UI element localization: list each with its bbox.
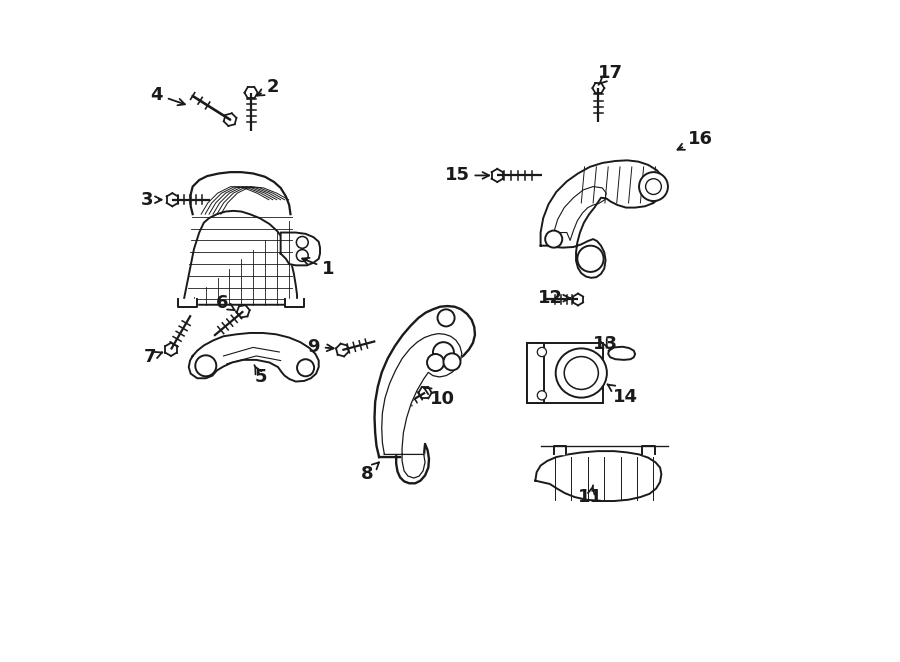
Circle shape (437, 309, 454, 326)
Polygon shape (189, 333, 319, 381)
Circle shape (537, 391, 546, 400)
Text: 12: 12 (538, 289, 570, 307)
Circle shape (545, 230, 562, 248)
Polygon shape (177, 299, 197, 307)
Text: 10: 10 (424, 388, 454, 408)
Polygon shape (284, 299, 304, 307)
Circle shape (427, 354, 444, 371)
Bar (527, 343, 544, 403)
Text: 2: 2 (257, 78, 279, 96)
Text: 1: 1 (302, 258, 335, 277)
Circle shape (639, 172, 668, 201)
Text: 17: 17 (598, 64, 624, 85)
Circle shape (433, 342, 454, 363)
Circle shape (537, 348, 546, 357)
Text: 4: 4 (150, 85, 184, 105)
Text: 16: 16 (678, 130, 713, 150)
Text: 15: 15 (445, 166, 490, 185)
Text: 5: 5 (255, 365, 267, 386)
Circle shape (444, 354, 461, 370)
Text: 14: 14 (608, 385, 638, 406)
Text: 11: 11 (578, 485, 603, 506)
Polygon shape (536, 451, 662, 501)
Polygon shape (382, 334, 462, 478)
Ellipse shape (555, 348, 607, 398)
Polygon shape (191, 172, 291, 214)
Polygon shape (541, 160, 665, 278)
Bar (527, 343, 603, 403)
Polygon shape (554, 446, 565, 454)
Text: 9: 9 (308, 338, 334, 355)
Polygon shape (608, 347, 635, 360)
Polygon shape (184, 211, 297, 305)
Text: 8: 8 (361, 462, 379, 483)
Circle shape (578, 246, 604, 272)
Polygon shape (643, 446, 655, 454)
Text: 7: 7 (144, 348, 162, 366)
Text: 6: 6 (216, 294, 235, 312)
Polygon shape (281, 232, 320, 265)
Polygon shape (374, 306, 475, 483)
Text: 13: 13 (593, 335, 618, 353)
Text: 3: 3 (140, 191, 162, 209)
